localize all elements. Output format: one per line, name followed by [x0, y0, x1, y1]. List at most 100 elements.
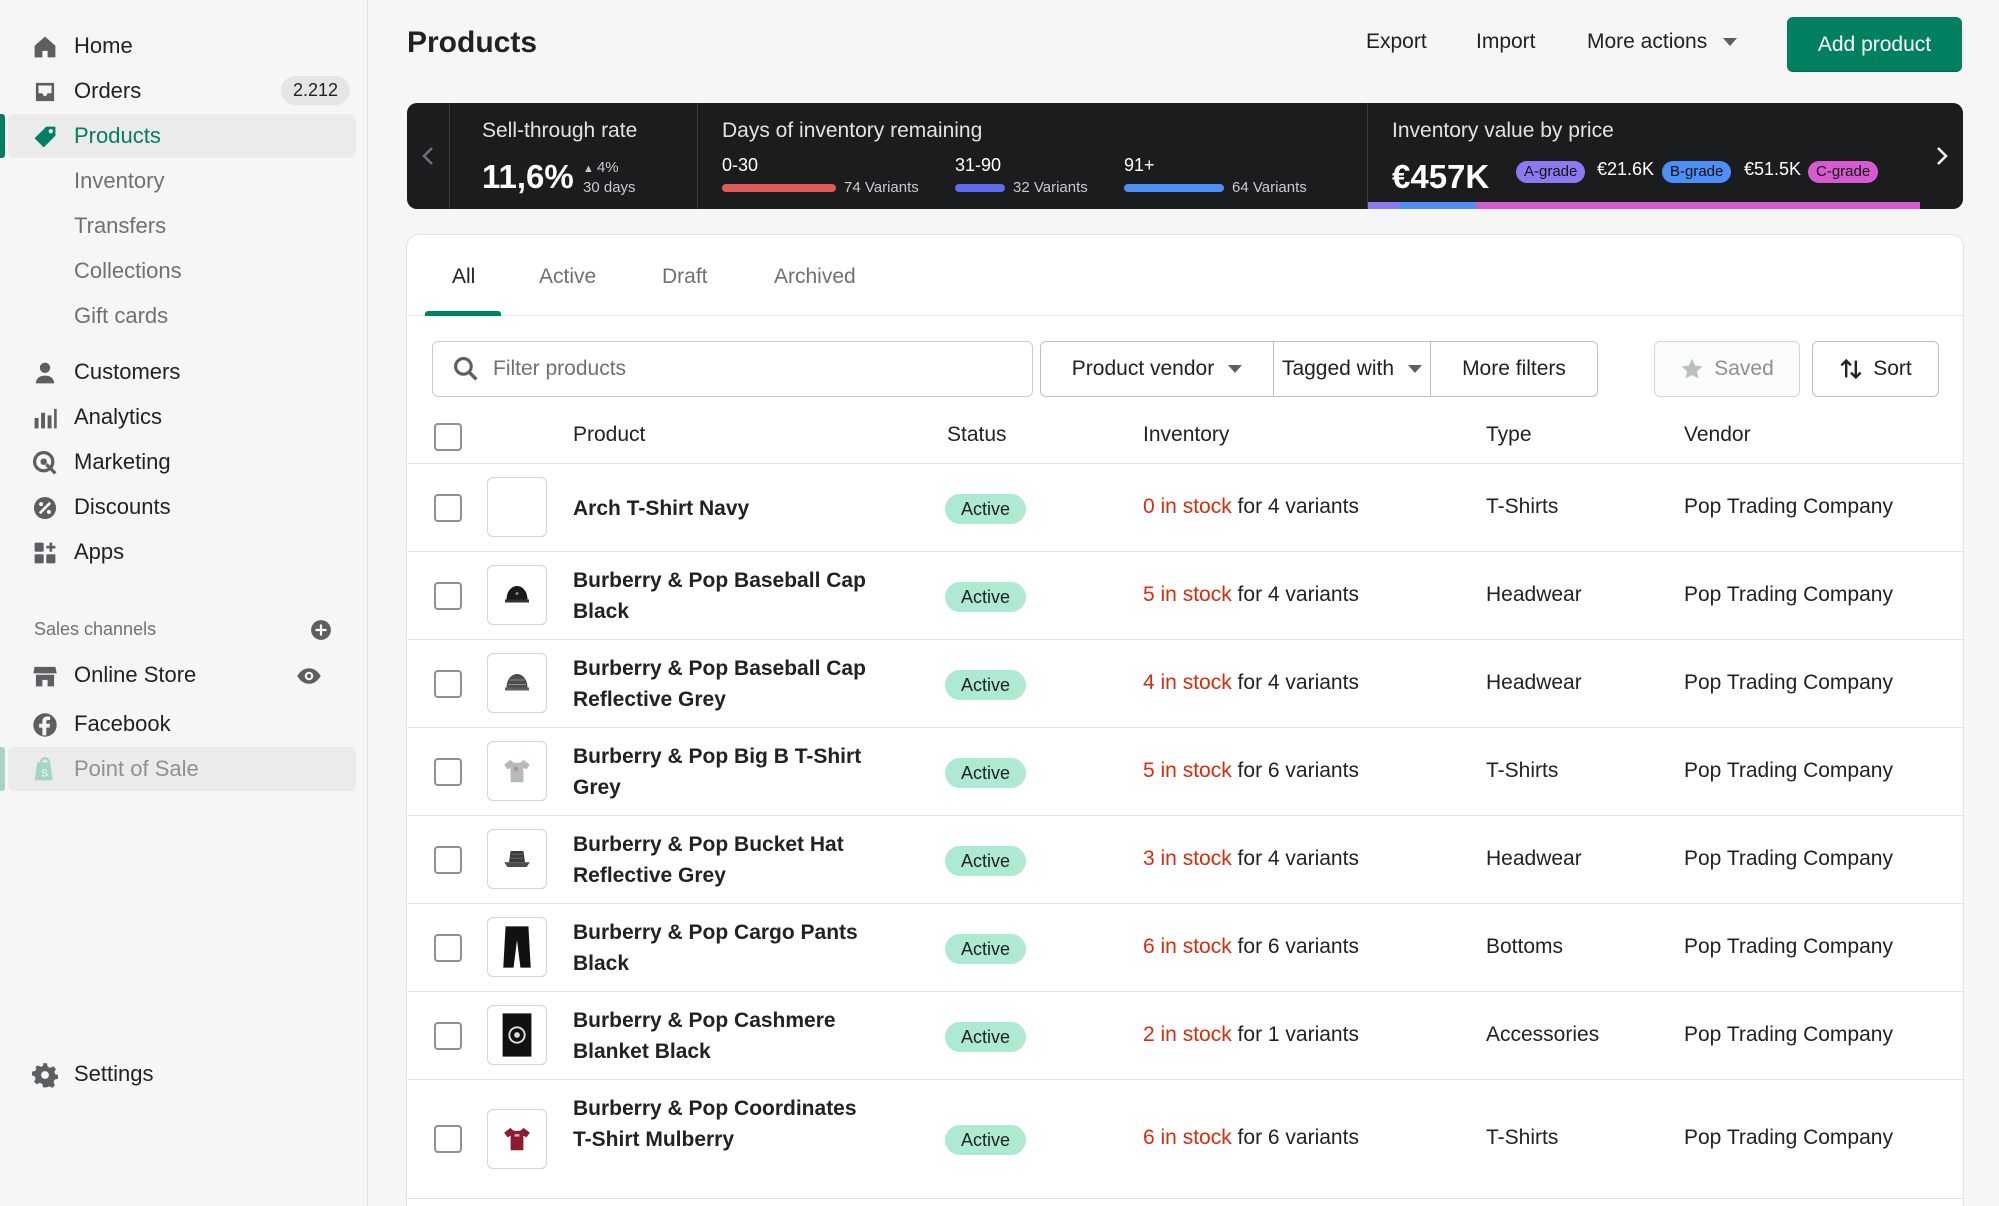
- delta-value: 4%: [596, 159, 619, 176]
- sidebar-item-facebook[interactable]: Facebook: [0, 702, 356, 746]
- search-input[interactable]: [493, 352, 1013, 386]
- tagged-with-filter[interactable]: Tagged with: [1273, 341, 1431, 397]
- product-name[interactable]: Burberry & Pop Baseball Cap Black: [573, 569, 866, 623]
- inventory-value: €457K: [1392, 158, 1490, 195]
- table-row[interactable]: Burberry & Pop Cargo Pants Black Active …: [407, 904, 1963, 992]
- sidebar-item-online-store[interactable]: Online Store: [0, 653, 356, 697]
- days-remaining-stat[interactable]: Days of inventory remaining 0-30 74 Vari…: [698, 103, 1368, 209]
- sales-channels-title: Sales channels: [34, 619, 157, 639]
- column-header-product[interactable]: Product: [573, 423, 646, 446]
- column-header-type[interactable]: Type: [1486, 423, 1532, 446]
- svg-text:B: B: [514, 767, 518, 773]
- product-name[interactable]: Burberry & Pop Cargo Pants Black: [573, 921, 858, 975]
- sidebar-item-collections[interactable]: Collections: [0, 249, 356, 293]
- product-vendor: Pop Trading Company: [1684, 495, 1893, 518]
- sidebar-item-inventory[interactable]: Inventory: [0, 159, 356, 203]
- column-header-vendor[interactable]: Vendor: [1684, 423, 1751, 446]
- marketing-icon: [32, 450, 57, 475]
- sidebar-item-home[interactable]: Home: [0, 24, 356, 68]
- row-checkbox[interactable]: [434, 934, 462, 962]
- c-grade-badge: C-grade: [1808, 161, 1879, 183]
- column-header-status[interactable]: Status: [947, 423, 1007, 446]
- variants-count: for 4 variants: [1231, 847, 1359, 870]
- sidebar-item-analytics[interactable]: Analytics: [0, 395, 356, 439]
- table-row[interactable]: Burberry & Pop Bucket Hat Reflective Gre…: [407, 816, 1963, 904]
- status-badge: Active: [945, 846, 1027, 876]
- row-checkbox[interactable]: [434, 494, 462, 522]
- header-divider: [407, 463, 1963, 464]
- more-filters-button[interactable]: More filters: [1430, 341, 1598, 397]
- filter-products-field[interactable]: [432, 341, 1033, 397]
- row-checkbox[interactable]: [434, 758, 462, 786]
- tab-all[interactable]: All: [452, 265, 476, 288]
- sell-through-stat[interactable]: Sell-through rate 11,6% ▲ 4% 30 days: [450, 103, 698, 209]
- product-name[interactable]: Burberry & Pop Coordinates T-Shirt Mulbe…: [573, 1097, 857, 1151]
- product-type: T-Shirts: [1486, 495, 1559, 518]
- chevron-left-icon: [422, 147, 433, 165]
- b-grade-strip: [1400, 202, 1476, 209]
- scroll-right-button[interactable]: [1920, 103, 1963, 209]
- table-row[interactable]: Arch T-Shirt Navy Active 0 in stock for …: [407, 464, 1963, 552]
- pants-icon: [503, 926, 531, 968]
- product-type: Headwear: [1486, 847, 1582, 870]
- product-type: Headwear: [1486, 583, 1582, 606]
- sidebar-item-products[interactable]: Products: [8, 114, 356, 158]
- sidebar-item-settings[interactable]: Settings: [0, 1052, 356, 1096]
- row-checkbox[interactable]: [434, 670, 462, 698]
- product-type: Headwear: [1486, 671, 1582, 694]
- row-checkbox[interactable]: [434, 1022, 462, 1050]
- row-checkbox[interactable]: [434, 1125, 462, 1153]
- tab-archived[interactable]: Archived: [774, 265, 856, 288]
- table-row[interactable]: Burberry & Pop Coordinates T-Shirt Mulbe…: [407, 1080, 1963, 1199]
- variants-count: for 6 variants: [1231, 759, 1359, 782]
- status-badge: Active: [945, 1022, 1027, 1052]
- tab-active[interactable]: Active: [539, 265, 597, 288]
- column-header-inventory[interactable]: Inventory: [1143, 423, 1230, 446]
- sidebar-item-gift-cards[interactable]: Gift cards: [0, 294, 356, 338]
- sidebar-item-orders[interactable]: Orders 2.212: [0, 69, 356, 113]
- sidebar-item-point-of-sale[interactable]: S Point of Sale: [8, 747, 356, 791]
- sidebar-item-label: Inventory: [74, 168, 165, 193]
- sidebar-item-transfers[interactable]: Transfers: [0, 204, 356, 248]
- variants-count: for 4 variants: [1231, 671, 1359, 694]
- eye-icon[interactable]: [296, 663, 322, 689]
- product-name[interactable]: Burberry & Pop Baseball Cap Reflective G…: [573, 657, 866, 711]
- sidebar-item-label: Analytics: [74, 404, 163, 429]
- active-tab-indicator: [425, 311, 501, 316]
- sidebar-item-customers[interactable]: Customers: [0, 350, 356, 394]
- pos-indicator: [0, 747, 5, 791]
- sidebar-item-discounts[interactable]: Discounts: [0, 485, 356, 529]
- product-vendor: Pop Trading Company: [1684, 1023, 1893, 1046]
- sidebar-item-marketing[interactable]: Marketing: [0, 440, 356, 484]
- sidebar-item-label: Transfers: [74, 213, 167, 238]
- add-channel-icon[interactable]: [310, 619, 332, 641]
- table-row[interactable]: B Burberry & Pop Big B T-Shirt Grey Acti…: [407, 728, 1963, 816]
- product-name[interactable]: Burberry & Pop Cashmere Blanket Black: [573, 1009, 836, 1063]
- sidebar-item-apps[interactable]: Apps: [0, 530, 356, 574]
- table-row[interactable]: Burberry & Pop Baseball Cap Black Active…: [407, 552, 1963, 640]
- table-row[interactable]: Burberry & Pop Cashmere Blanket Black Ac…: [407, 992, 1963, 1080]
- product-name[interactable]: Arch T-Shirt Navy: [573, 497, 750, 520]
- star-icon: [1681, 358, 1703, 379]
- product-name[interactable]: Burberry & Pop Bucket Hat Reflective Gre…: [573, 833, 844, 887]
- sidebar-item-label: Collections: [74, 258, 182, 283]
- sort-button[interactable]: Sort: [1812, 341, 1939, 397]
- product-type: Accessories: [1486, 1023, 1600, 1046]
- product-name[interactable]: Burberry & Pop Big B T-Shirt Grey: [573, 745, 862, 799]
- saved-button[interactable]: Saved: [1654, 341, 1800, 397]
- select-all-checkbox[interactable]: [434, 423, 462, 451]
- table-row[interactable]: Burberry & Pop Baseball Cap Reflective G…: [407, 640, 1963, 728]
- row-checkbox[interactable]: [434, 846, 462, 874]
- sell-through-delta: ▲ 4%: [583, 159, 619, 176]
- export-button[interactable]: Export: [1366, 30, 1427, 53]
- product-type: T-Shirts: [1486, 759, 1559, 782]
- product-vendor-filter[interactable]: Product vendor: [1040, 341, 1274, 397]
- inventory-text: 6 in stock for 6 variants: [1143, 935, 1359, 959]
- scroll-left-button[interactable]: [407, 103, 450, 209]
- inventory-value-stat[interactable]: Inventory value by price €457K A-grade €…: [1368, 103, 1920, 209]
- tab-draft[interactable]: Draft: [662, 265, 708, 288]
- more-actions-button[interactable]: More actions: [1587, 30, 1738, 54]
- import-button[interactable]: Import: [1476, 30, 1536, 53]
- add-product-button[interactable]: Add product: [1787, 17, 1962, 72]
- row-checkbox[interactable]: [434, 582, 462, 610]
